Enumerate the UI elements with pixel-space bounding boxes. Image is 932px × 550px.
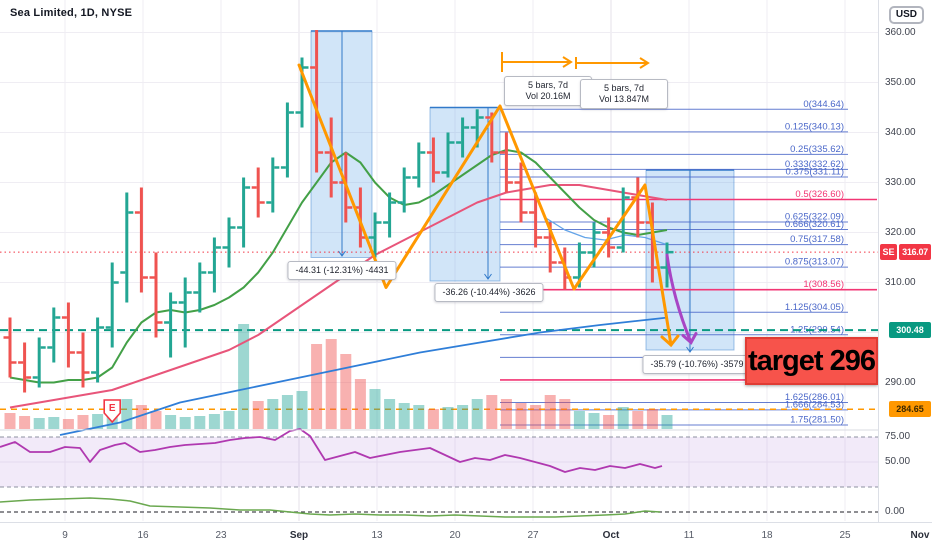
bars-measure-2-line2: Vol 13.847M: [598, 94, 650, 104]
drop-measure-label-3[interactable]: -35.79 (-10.76%) -3579: [642, 355, 752, 374]
time-axis[interactable]: 9 16 23 Sep 13 20 27 Oct 11 18 25 Nov: [0, 522, 932, 550]
bars-measure-2-line1: 5 bars, 7d: [603, 83, 645, 93]
volume-bars: [4, 324, 673, 429]
time-tick-Nov: Nov: [910, 530, 930, 541]
moving-averages: [9, 149, 669, 436]
drop-measure-label-2[interactable]: -36.26 (-10.44%) -3626: [434, 283, 544, 302]
drop-measure-label-1[interactable]: -44.31 (-12.31%) -4431: [287, 261, 397, 280]
fib-label-0.333: 0.333(332.62): [785, 159, 844, 170]
horizontal-price-lines[interactable]: [0, 251, 878, 411]
rsi-tick-50: 50.00: [885, 456, 911, 467]
bars-measure-label-2[interactable]: 5 bars, 7d Vol 13.847M: [580, 79, 668, 109]
time-tick-Sep: Sep: [289, 530, 309, 541]
symbol-badge: SE: [880, 244, 897, 260]
price-tick-340: 340.00: [885, 126, 916, 138]
bars-measure-arrows[interactable]: [501, 52, 650, 72]
time-tick-25: 25: [839, 530, 851, 541]
fib-label-0.625: 0.625(322.09): [785, 212, 844, 223]
fib-label-0.875: 0.875(313.07): [785, 257, 844, 268]
symbol-title[interactable]: Sea Limited, 1D, NYSE: [10, 7, 133, 19]
rsi-pane: [0, 428, 878, 518]
fib-label-1.75: 1.75(281.50): [790, 415, 844, 426]
last-price-badge: 316.07: [899, 244, 931, 260]
svg-text:E: E: [109, 403, 116, 414]
target-price-callout[interactable]: target 296: [745, 337, 878, 385]
fib-label-1.25: 1.25(299.54): [790, 324, 844, 335]
time-tick-9: 9: [62, 530, 68, 541]
price-tick-360: 360.00: [885, 26, 916, 38]
fib-label-0.125: 0.125(340.13): [785, 121, 844, 132]
price-tick-330: 330.00: [885, 176, 916, 188]
grid-lines: [0, 0, 878, 521]
fib-label-0.375: 0.375(331.11): [786, 166, 844, 177]
price-axis[interactable]: 360.00 350.00 340.00 330.00 320.00 310.00 290.…: [878, 0, 932, 522]
time-tick-23: 23: [215, 530, 227, 541]
time-tick-20: 20: [449, 530, 461, 541]
candlestick-series[interactable]: [3, 30, 674, 393]
time-tick-16: 16: [137, 530, 149, 541]
time-tick-Oct: Oct: [602, 530, 620, 541]
currency-label: USD: [888, 6, 924, 24]
fib-label-1: 1(308.56): [803, 279, 844, 290]
rsi-tick-75: 75.00: [885, 431, 911, 442]
fib-label-1.625: 1.625(286.01): [785, 392, 844, 403]
price-tick-350: 350.00: [885, 76, 916, 88]
time-tick-11: 11: [683, 530, 695, 541]
fib-label-1.666: 1.666(284.53): [785, 399, 844, 410]
fib-label-1.125: 1.125(304.05): [785, 302, 844, 313]
target-line-badge: 300.48: [889, 322, 931, 338]
bars-measure-1-line1: 5 bars, 7d: [527, 80, 569, 90]
time-tick-27: 27: [527, 530, 539, 541]
time-tick-13: 13: [371, 530, 383, 541]
fib-label-0.75: 0.75(317.58): [790, 234, 844, 245]
price-tick-310: 310.00: [885, 276, 916, 288]
fib-label-0.25: 0.25(335.62): [790, 144, 844, 155]
price-tick-290: 290.00: [885, 376, 916, 388]
avg-line-badge: 284.65: [889, 401, 931, 417]
fib-label-0: 0(344.64): [803, 99, 844, 110]
fib-label-0.666: 0.666(320.61): [785, 219, 844, 230]
rsi-tick-0: 0.00: [885, 506, 905, 517]
price-tick-320: 320.00: [885, 226, 916, 238]
bars-measure-1-line2: Vol 20.16M: [525, 91, 571, 101]
fib-label-0.5: 0.5(326.60): [795, 189, 844, 200]
earnings-marker-icon[interactable]: E: [103, 399, 121, 424]
time-tick-18: 18: [761, 530, 773, 541]
bars-measure-label-1[interactable]: 5 bars, 7d Vol 20.16M: [504, 76, 592, 106]
purple-target-arrow[interactable]: [665, 253, 698, 345]
zigzag-drawing[interactable]: [297, 63, 680, 348]
